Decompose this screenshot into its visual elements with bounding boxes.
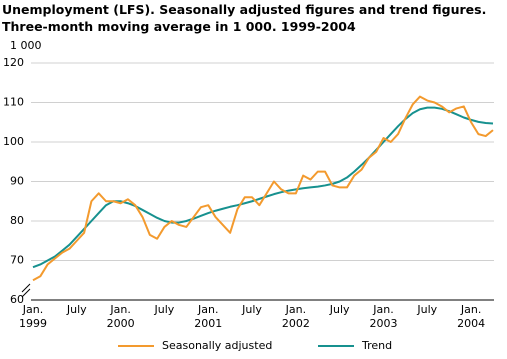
y-tick-label: 80 — [10, 214, 24, 227]
x-tick-label: Jan. 2004 — [457, 303, 486, 330]
legend-label: Seasonally adjusted — [162, 339, 272, 352]
y-tick-label: 110 — [3, 96, 24, 109]
x-tick-label: July — [417, 303, 438, 316]
y-unit: 1 000 — [10, 39, 42, 52]
y-tick-label: 70 — [10, 254, 24, 267]
x-tick-label: Jan. 1999 — [19, 303, 47, 330]
y-tick-label: 100 — [3, 135, 24, 148]
x-tick-label: Jan. 2000 — [106, 303, 135, 330]
legend-label: Trend — [361, 339, 392, 352]
chart-title: Unemployment (LFS). Seasonally adjusted … — [2, 2, 487, 34]
x-tick-label: July — [242, 303, 262, 316]
axis-break — [21, 288, 31, 298]
y-tick-label: 90 — [10, 175, 24, 188]
series-line — [32, 95, 494, 282]
x-tick-label: July — [154, 303, 175, 316]
axis-break — [21, 283, 31, 293]
y-tick-label: 120 — [3, 56, 24, 69]
x-tick-label: July — [66, 303, 87, 316]
y-tick-label: 60 — [10, 293, 24, 306]
x-tick-label: Jan. 2003 — [369, 303, 398, 330]
x-tick-label: Jan. 2001 — [194, 303, 223, 330]
x-tick-label: July — [329, 303, 350, 316]
series-line — [32, 106, 494, 269]
x-tick-label: Jan. 2002 — [281, 303, 310, 330]
